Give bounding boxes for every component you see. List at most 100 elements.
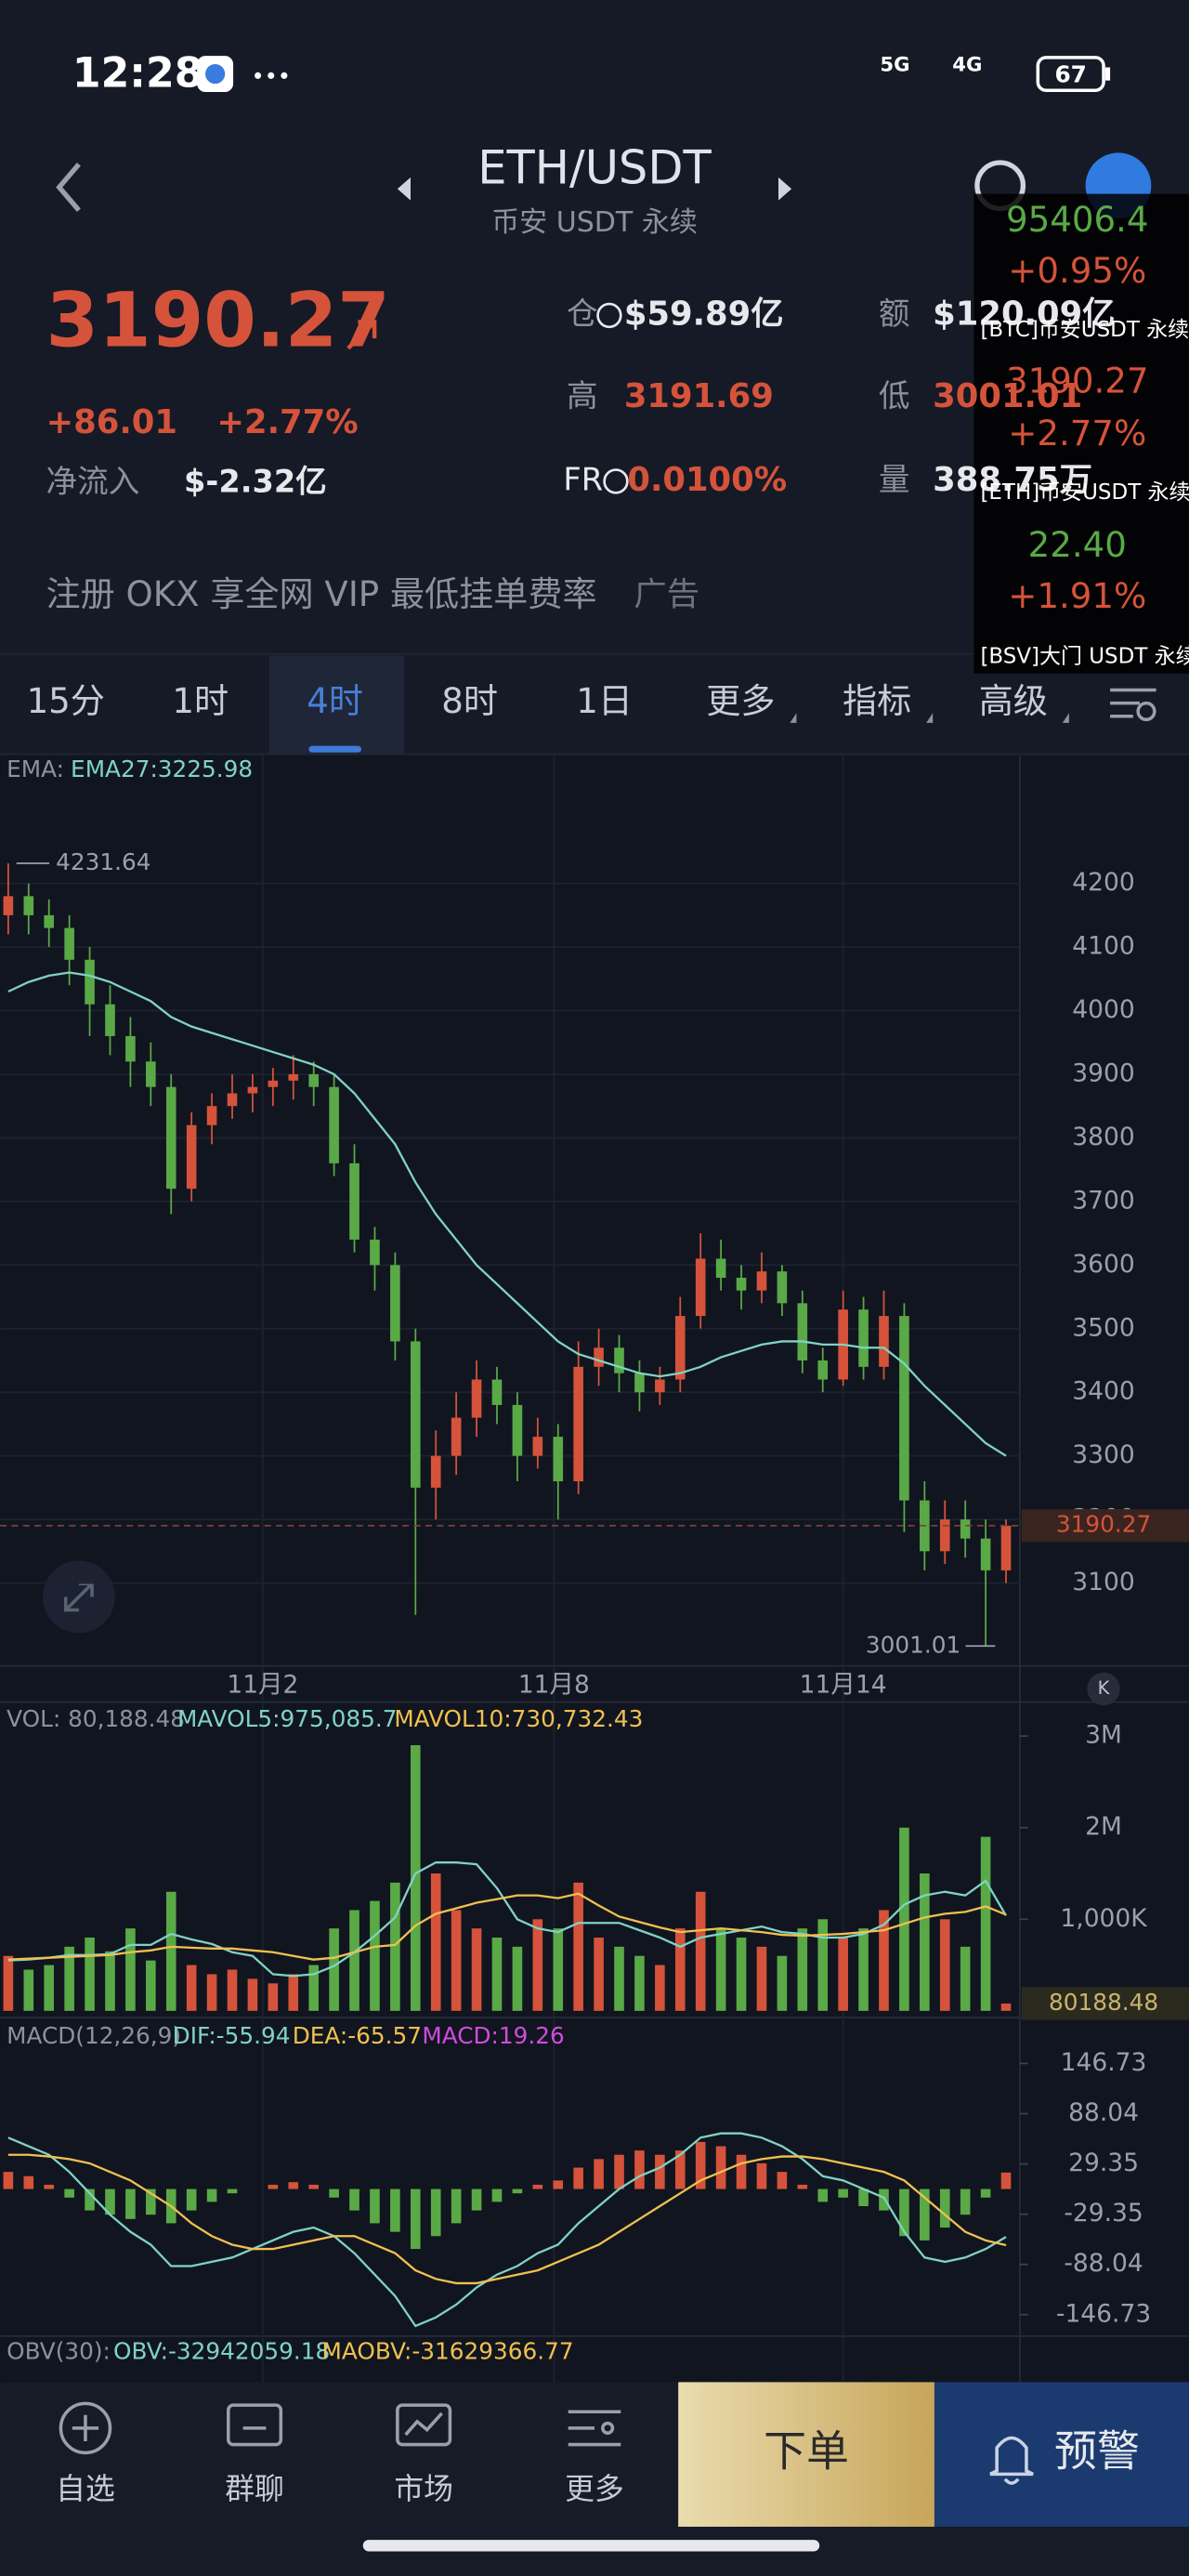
prev-icon[interactable] bbox=[397, 177, 411, 201]
price-change: +86.01 bbox=[46, 403, 177, 441]
candle-body bbox=[532, 1437, 543, 1456]
macd-bar bbox=[879, 2188, 889, 2211]
x-tick-label: 11月2 bbox=[227, 1670, 298, 1699]
last-volume-label: 80188.48 bbox=[1049, 1989, 1158, 2016]
k-button[interactable] bbox=[1087, 1672, 1120, 1706]
watch-name: [BTC]币安USDT 永续 bbox=[980, 318, 1189, 342]
macd-bar bbox=[553, 2180, 564, 2189]
stat-value: $59.89亿 bbox=[624, 295, 784, 333]
candle-body bbox=[573, 1366, 583, 1482]
interval-tab[interactable]: 更多 bbox=[706, 681, 775, 721]
y-tick-label: 3800 bbox=[1072, 1123, 1134, 1151]
alert-label[interactable]: 预警 bbox=[1054, 2426, 1140, 2477]
candle-body bbox=[695, 1258, 706, 1317]
battery-tip bbox=[1104, 67, 1111, 81]
volume-bar bbox=[715, 1928, 726, 2011]
interval-tab[interactable]: 8时 bbox=[441, 681, 498, 721]
macd-bar bbox=[44, 2184, 55, 2189]
y-tick-label: 3600 bbox=[1072, 1250, 1134, 1279]
info-icon[interactable] bbox=[596, 302, 622, 329]
volume-bar bbox=[573, 1882, 583, 2011]
volume-bar bbox=[797, 1928, 808, 2011]
volume-bar bbox=[594, 1938, 604, 2011]
stat-value: 0.0100% bbox=[627, 461, 787, 499]
candle-body bbox=[105, 1004, 115, 1036]
candle-body bbox=[186, 1124, 197, 1189]
candle-body bbox=[85, 959, 95, 1005]
macd-bar bbox=[85, 2188, 95, 2211]
candle-body bbox=[960, 1519, 971, 1539]
stat-value: $120.09亿 bbox=[933, 295, 1115, 333]
indicator-legend: EMA: bbox=[7, 756, 64, 782]
macd-bar bbox=[736, 2154, 747, 2189]
macd-bar bbox=[390, 2188, 400, 2232]
back-icon[interactable] bbox=[56, 163, 81, 213]
macd-bar bbox=[899, 2188, 909, 2237]
interval-tab[interactable]: 指标 bbox=[843, 681, 911, 721]
macd-bar bbox=[715, 2146, 726, 2189]
volume-bar bbox=[512, 1946, 523, 2011]
interval-tab[interactable]: 4时 bbox=[307, 681, 363, 721]
macd-bar bbox=[349, 2188, 359, 2211]
volume-bar bbox=[838, 1938, 848, 2011]
watch-price: 3190.27 bbox=[1006, 361, 1148, 401]
volume-bar bbox=[777, 1955, 788, 2011]
volume-bar bbox=[614, 1946, 624, 2011]
candle-body bbox=[655, 1379, 665, 1393]
candle-body bbox=[736, 1278, 747, 1291]
next-icon[interactable] bbox=[778, 177, 792, 201]
price-percent: +2.77% bbox=[216, 403, 358, 441]
candle-body bbox=[288, 1073, 299, 1081]
macd-bar bbox=[491, 2188, 503, 2202]
watch-price: 22.40 bbox=[1028, 525, 1127, 565]
candle-body bbox=[146, 1061, 156, 1087]
nav-label[interactable]: 群聊 bbox=[225, 2471, 284, 2506]
y-tick-label: 146.73 bbox=[1061, 2048, 1147, 2077]
stat-label: 量 bbox=[879, 461, 910, 497]
interval-tab[interactable]: 15分 bbox=[27, 681, 105, 721]
chart-bg bbox=[0, 756, 1189, 2383]
candle-body bbox=[980, 1538, 991, 1571]
macd-bar bbox=[370, 2188, 380, 2224]
volume-bar bbox=[879, 1910, 889, 2011]
volume-bar bbox=[1000, 2003, 1012, 2011]
macd-bar bbox=[3, 2172, 14, 2189]
alert-button[interactable] bbox=[934, 2382, 1189, 2527]
interval-tab[interactable]: 1日 bbox=[576, 681, 633, 721]
candle-body bbox=[349, 1163, 359, 1240]
status-time: 12:28 bbox=[72, 49, 203, 97]
bell-icon bbox=[989, 2436, 1034, 2485]
macd-bar bbox=[797, 2184, 808, 2189]
macd-bar bbox=[939, 2188, 950, 2228]
candle-body bbox=[512, 1404, 523, 1456]
volume-bar bbox=[247, 1978, 258, 2011]
volume-bar bbox=[105, 1951, 115, 2011]
nav-label[interactable]: 更多 bbox=[565, 2471, 624, 2506]
interval-tab[interactable]: 高级 bbox=[979, 681, 1048, 721]
watch-percent: +0.95% bbox=[1008, 251, 1146, 291]
volume-bar bbox=[288, 1974, 299, 2011]
order-label[interactable]: 下单 bbox=[764, 2426, 849, 2477]
candle-body bbox=[64, 927, 74, 960]
nav-label[interactable]: 自选 bbox=[56, 2471, 115, 2506]
info-icon[interactable] bbox=[603, 468, 629, 494]
candle-body bbox=[329, 1086, 339, 1163]
mavol-line bbox=[7, 1892, 1007, 1961]
volume-bar bbox=[430, 1873, 441, 2011]
active-tab-bg bbox=[268, 655, 404, 755]
order-button[interactable] bbox=[678, 2382, 934, 2527]
settings-icon[interactable] bbox=[1110, 688, 1156, 722]
volume-bar bbox=[655, 1965, 665, 2011]
macd-bar bbox=[105, 2188, 115, 2215]
battery-level: 67 bbox=[1054, 60, 1086, 87]
macd-bar bbox=[471, 2188, 482, 2211]
volume-bar bbox=[756, 1946, 767, 2011]
candle-body bbox=[634, 1373, 645, 1393]
volume-bar bbox=[817, 1919, 829, 2011]
y-tick-label: 1,000K bbox=[1060, 1904, 1147, 1933]
y-tick-label: 3100 bbox=[1072, 1568, 1134, 1597]
volume-bar bbox=[553, 1928, 564, 2011]
interval-tab[interactable]: 1时 bbox=[172, 681, 229, 721]
nav-label[interactable]: 市场 bbox=[394, 2471, 453, 2506]
macd-bar bbox=[227, 2188, 238, 2194]
